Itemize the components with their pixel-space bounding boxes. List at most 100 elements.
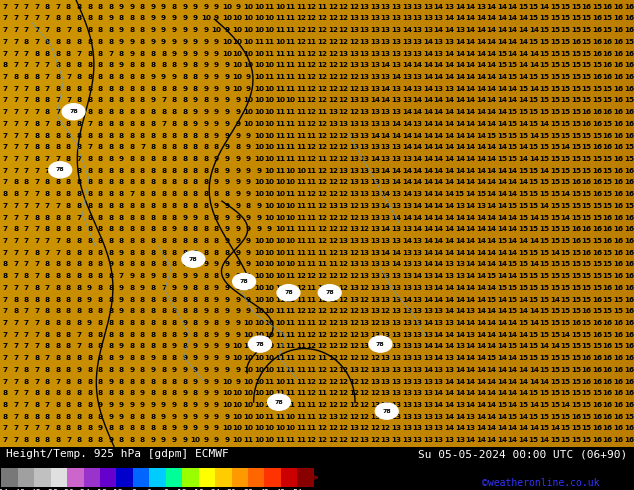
Text: 15: 15: [508, 285, 518, 291]
Text: 14: 14: [476, 425, 486, 432]
Text: 15: 15: [603, 191, 613, 197]
Text: 9: 9: [119, 296, 124, 303]
Text: 8: 8: [45, 437, 50, 443]
Text: 16: 16: [613, 285, 623, 291]
Text: 15: 15: [560, 273, 571, 279]
Bar: [67, 467, 84, 488]
Text: 9: 9: [267, 226, 272, 232]
Text: 11: 11: [307, 320, 317, 326]
Text: 9: 9: [214, 343, 219, 349]
Text: 12: 12: [328, 238, 338, 244]
Text: 8: 8: [108, 27, 113, 33]
Text: 14: 14: [444, 238, 454, 244]
Text: 8: 8: [98, 414, 103, 420]
Text: 14: 14: [540, 121, 549, 127]
Text: 12: 12: [339, 179, 349, 185]
Text: 15: 15: [613, 296, 623, 303]
Text: 13: 13: [391, 15, 401, 22]
Text: 8: 8: [172, 355, 177, 361]
Text: 15: 15: [497, 238, 507, 244]
Text: 8: 8: [193, 62, 198, 68]
Text: 11: 11: [285, 27, 295, 33]
Text: 15: 15: [603, 332, 613, 338]
Text: 7: 7: [23, 215, 29, 220]
Text: 7: 7: [3, 250, 8, 256]
Text: 10: 10: [264, 98, 275, 103]
Text: 7: 7: [23, 109, 29, 115]
Text: 8: 8: [214, 308, 219, 314]
Text: 8: 8: [55, 320, 60, 326]
Text: 8: 8: [66, 86, 71, 92]
Text: 16: 16: [592, 15, 602, 22]
Text: 15: 15: [508, 109, 518, 115]
Text: 15: 15: [571, 308, 581, 314]
Text: 14: 14: [402, 168, 412, 174]
Text: 18: 18: [193, 489, 204, 490]
Text: 11: 11: [307, 367, 317, 373]
Text: 12: 12: [307, 98, 317, 103]
Text: 15: 15: [581, 320, 592, 326]
Text: 8: 8: [45, 133, 50, 139]
Text: 12: 12: [359, 425, 370, 432]
Text: 8: 8: [150, 296, 156, 303]
Text: 14: 14: [455, 250, 465, 256]
Text: 15: 15: [581, 425, 592, 432]
Text: 8: 8: [214, 215, 219, 220]
Text: 11: 11: [296, 355, 306, 361]
Text: 13: 13: [381, 215, 391, 220]
Text: 10: 10: [264, 109, 275, 115]
Text: 13: 13: [339, 238, 349, 244]
Text: 12: 12: [328, 308, 338, 314]
Text: 16: 16: [613, 156, 623, 162]
Text: 9: 9: [204, 39, 209, 45]
Text: 9: 9: [214, 379, 219, 385]
Bar: [100, 467, 117, 488]
Text: 9: 9: [129, 367, 134, 373]
Text: 12: 12: [317, 437, 327, 443]
Text: 8: 8: [55, 50, 60, 56]
Text: 15: 15: [592, 308, 602, 314]
Text: 8: 8: [77, 133, 82, 139]
Text: 14: 14: [508, 332, 517, 338]
Text: 12: 12: [328, 27, 338, 33]
Text: 16: 16: [592, 74, 602, 80]
Text: 13: 13: [423, 308, 433, 314]
Text: 8: 8: [140, 273, 145, 279]
Text: 14: 14: [486, 39, 496, 45]
Text: 8: 8: [161, 238, 166, 244]
Text: 15: 15: [560, 27, 571, 33]
Text: 8: 8: [3, 273, 8, 279]
Text: 14: 14: [465, 74, 476, 80]
Text: 7: 7: [55, 156, 60, 162]
Text: 12: 12: [307, 308, 317, 314]
Text: 8: 8: [108, 86, 113, 92]
Text: 8: 8: [150, 179, 156, 185]
Text: 8: 8: [161, 250, 166, 256]
Text: 14: 14: [413, 133, 422, 139]
Text: 8: 8: [140, 74, 145, 80]
Text: 15: 15: [529, 355, 539, 361]
Text: 8: 8: [204, 238, 209, 244]
Text: 10: 10: [254, 262, 264, 268]
Text: 8: 8: [172, 86, 177, 92]
Text: 13: 13: [349, 133, 359, 139]
Text: 14: 14: [465, 262, 476, 268]
Text: 13: 13: [381, 144, 391, 150]
Text: 13: 13: [359, 156, 370, 162]
Text: 7: 7: [3, 179, 8, 185]
Text: 16: 16: [592, 121, 602, 127]
Text: 8: 8: [150, 425, 156, 432]
Text: 12: 12: [317, 191, 327, 197]
Text: 7: 7: [34, 15, 39, 22]
Text: 8: 8: [150, 391, 156, 396]
Text: 9: 9: [246, 238, 251, 244]
Text: 9: 9: [224, 296, 230, 303]
Text: 8: 8: [119, 50, 124, 56]
Text: 7: 7: [77, 343, 82, 349]
Text: 12: 12: [317, 168, 327, 174]
Text: 15: 15: [581, 402, 592, 408]
Text: 15: 15: [560, 250, 571, 256]
Text: 9: 9: [214, 179, 219, 185]
Text: 12: 12: [339, 296, 349, 303]
Text: 8: 8: [172, 179, 177, 185]
